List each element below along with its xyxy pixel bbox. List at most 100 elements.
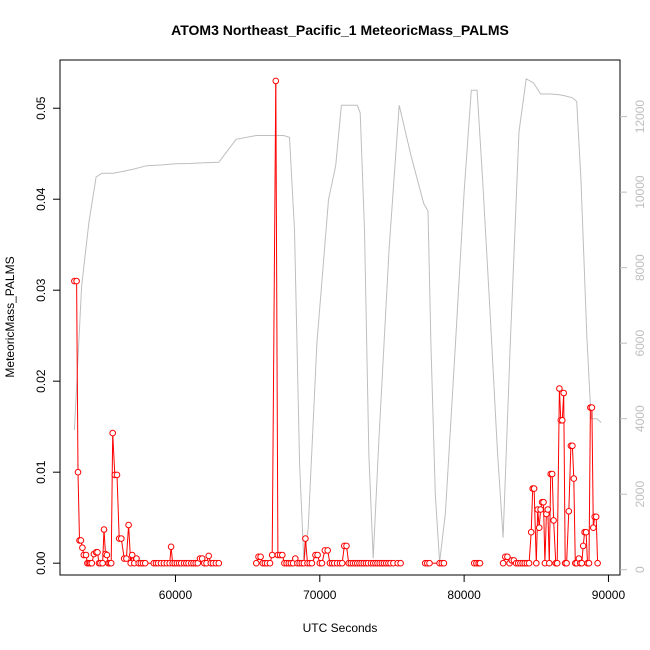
series-segment (303, 538, 306, 564)
series-segment (591, 407, 594, 528)
data-point (569, 442, 576, 450)
data-point (588, 404, 596, 411)
series-segment (544, 513, 547, 564)
data-point (125, 521, 132, 529)
y2-tick-label: 10000 (633, 175, 647, 209)
data-point (592, 513, 600, 521)
y2-tick-label: 12000 (633, 100, 647, 134)
data-point (279, 551, 286, 559)
data-point (570, 475, 578, 482)
series-segment (556, 388, 560, 564)
data-point (99, 559, 106, 567)
altitude-line (73, 78, 602, 563)
series-segment (530, 488, 534, 533)
data-point (100, 526, 108, 533)
data-point (205, 552, 212, 560)
series-segment (112, 433, 116, 475)
data-point (559, 417, 566, 424)
data-point (252, 559, 260, 567)
meteoric-mass-series (71, 77, 601, 567)
x-axis-label: UTC Seconds (303, 621, 378, 635)
data-point (560, 389, 568, 397)
data-point (88, 559, 96, 567)
data-point (440, 559, 448, 567)
series-segment (528, 532, 532, 564)
data-point (579, 542, 587, 550)
x-tick-label: 60000 (159, 588, 193, 602)
data-point (141, 559, 149, 567)
series-segment (275, 80, 279, 556)
series-segment (571, 445, 575, 479)
series-segment (304, 538, 308, 564)
data-point (318, 559, 326, 567)
series-segment (595, 516, 599, 564)
altitude-series (73, 78, 602, 563)
data-point (113, 471, 121, 479)
data-point (94, 549, 101, 556)
data-point (556, 385, 563, 392)
series-segment (553, 520, 557, 564)
data-point (109, 429, 116, 437)
series-segment (102, 529, 105, 564)
data-point (548, 470, 556, 478)
data-point (397, 559, 404, 567)
data-point (77, 537, 85, 544)
series-segment (588, 407, 591, 564)
series-segment (548, 473, 552, 564)
y-tick-label: 0.04 (34, 187, 48, 211)
x-axis: 60000 70000 80000 90000 (159, 575, 625, 602)
y2-axis: 0 2000 4000 6000 8000 10000 12000 (620, 100, 647, 573)
series-segment (77, 472, 80, 541)
series-segment (558, 388, 562, 421)
series-segment (271, 80, 277, 556)
data-point (476, 559, 484, 567)
data-point (582, 528, 590, 536)
data-point (324, 547, 332, 554)
data-point (530, 485, 538, 492)
y2-tick-label: 6000 (633, 330, 647, 357)
data-point (527, 528, 535, 536)
data-point (546, 559, 553, 567)
data-point (544, 506, 552, 513)
data-point (314, 551, 321, 559)
y2-tick-label: 4000 (633, 405, 647, 432)
data-point (585, 559, 593, 567)
series-segment (568, 445, 572, 512)
series-segment (110, 433, 114, 564)
data-point (308, 559, 316, 567)
y2-tick-label: 0 (633, 566, 647, 573)
series-segment (116, 474, 120, 539)
plot-frame (59, 59, 621, 576)
data-point (504, 553, 511, 561)
data-point (73, 277, 80, 285)
y-axis-label: MeteoricMass_PALMS (3, 256, 17, 377)
series-segment (535, 509, 539, 564)
data-point (103, 551, 111, 559)
data-point (533, 559, 540, 567)
data-point (167, 543, 175, 551)
data-point (74, 468, 82, 476)
data-point (302, 535, 309, 542)
series-segment (103, 529, 106, 555)
data-point (563, 559, 570, 567)
data-point (257, 553, 264, 561)
data-point (118, 535, 125, 542)
y-tick-label: 0.05 (34, 96, 48, 120)
data-point (525, 559, 533, 567)
x-tick-label: 70000 (303, 588, 337, 602)
series-segment (551, 473, 555, 521)
data-point (215, 559, 223, 567)
y-tick-label: 0.03 (34, 278, 48, 302)
series-segment (573, 478, 576, 564)
data-point (338, 559, 346, 567)
series-segment (566, 511, 570, 564)
data-point (266, 559, 274, 567)
data-point (426, 559, 433, 567)
data-point (590, 524, 597, 532)
data-point (594, 559, 601, 567)
series-segment (125, 524, 130, 559)
y-tick-label: 0.00 (34, 551, 48, 575)
y2-tick-label: 8000 (633, 254, 647, 281)
series-segment (533, 488, 537, 564)
data-point (550, 517, 557, 524)
